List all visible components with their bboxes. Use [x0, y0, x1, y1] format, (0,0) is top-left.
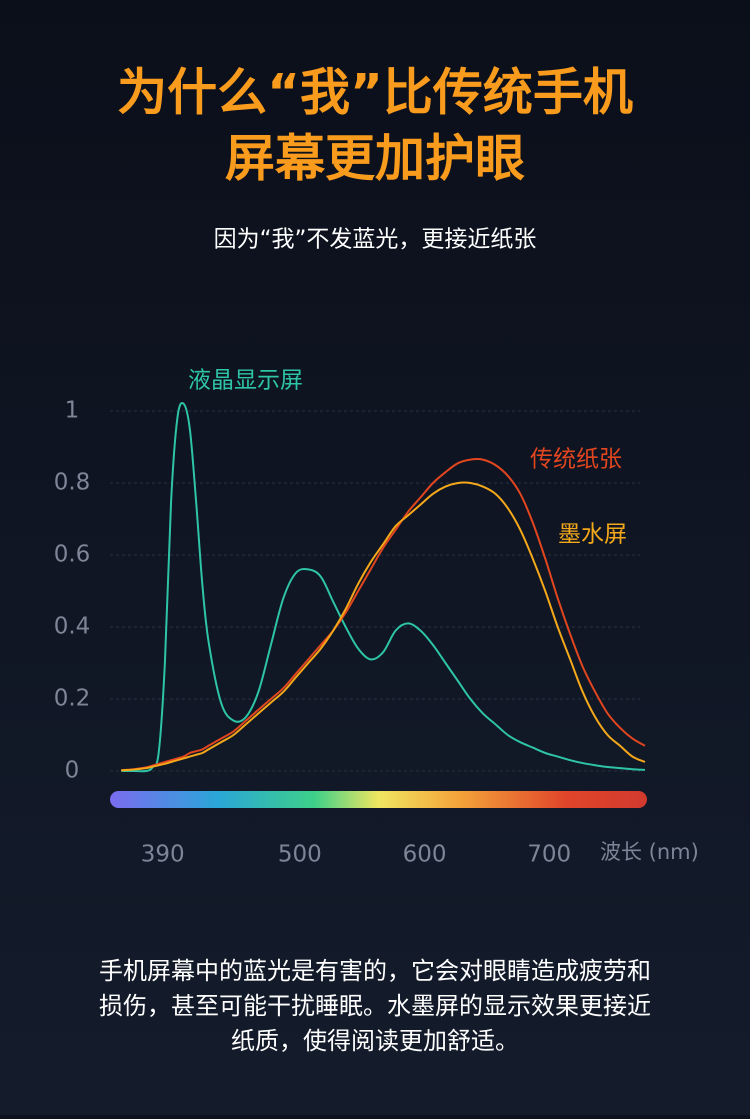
- series-label: 传统纸张: [530, 447, 622, 473]
- x-tick-label: 390: [141, 842, 185, 868]
- spectrum-bar: [110, 791, 647, 808]
- y-tick-label: 0.6: [54, 542, 91, 568]
- footer-text: 损伤，甚至可能干扰睡眠。水墨屏的显示效果更接近: [99, 992, 651, 1020]
- footer-text: 手机屏幕中的蓝光是有害的，它会对眼睛造成疲劳和: [99, 957, 651, 985]
- x-tick-label: 500: [278, 842, 322, 868]
- subtitle: 因为“我”不发蓝光，更接近纸张: [214, 227, 537, 253]
- x-tick-label: 600: [403, 842, 447, 868]
- y-tick-label: 0.8: [54, 470, 91, 496]
- footer-text: 纸质，使得阅读更加舒适。: [231, 1027, 519, 1055]
- y-tick-label: 0.4: [54, 614, 91, 640]
- x-axis-label: 波长 (nm): [600, 840, 699, 864]
- title: 屏幕更加护眼: [225, 130, 525, 188]
- x-tick-label: 700: [527, 842, 571, 868]
- line: [121, 458, 646, 772]
- plot: 0 0.2 0.4 0.6 0.8 1 390 500 600 700 波长 (nm) 液晶显示屏传统…: [54, 368, 699, 868]
- line: [121, 481, 646, 772]
- series-label: 液晶显示屏: [188, 368, 303, 394]
- title: 为什么“我”比传统手机: [117, 64, 633, 122]
- y-tick-label: 0.2: [54, 686, 91, 712]
- series-label: 墨水屏: [558, 522, 627, 548]
- line: [121, 402, 646, 773]
- y-tick-label: 1: [65, 398, 80, 424]
- y-tick-label: 0: [65, 758, 80, 784]
